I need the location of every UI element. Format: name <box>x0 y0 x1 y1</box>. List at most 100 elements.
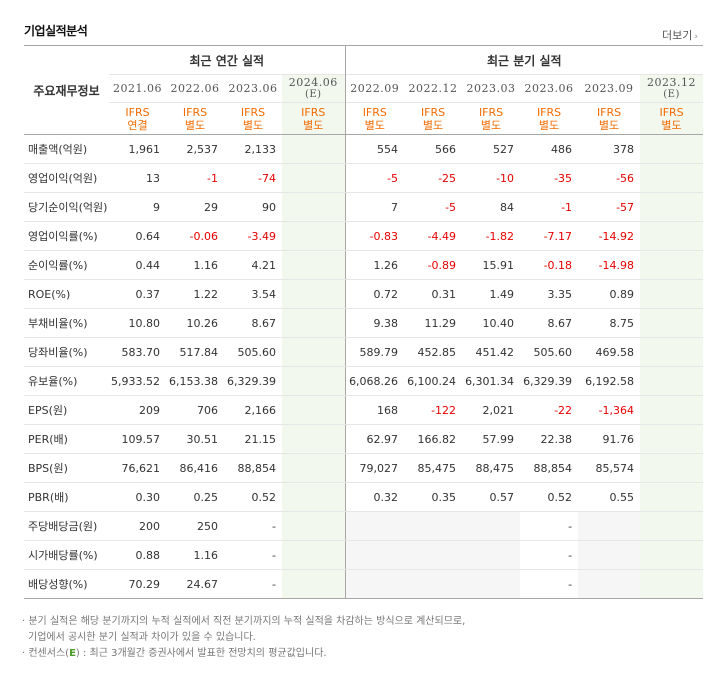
data-cell: 250 <box>166 511 224 541</box>
data-cell: -14.98 <box>578 250 641 280</box>
period-label: 2023.12 <box>647 75 697 89</box>
data-cell: 11.29 <box>404 308 463 338</box>
row-label: 영업이익률(%) <box>24 221 109 251</box>
data-cell: 168 <box>344 395 405 425</box>
data-cell: 0.52 <box>520 482 579 512</box>
data-cell: 554 <box>344 134 405 164</box>
data-cell: -1,364 <box>578 395 641 425</box>
data-cell: 2,133 <box>224 134 282 164</box>
report-standard: IFRS <box>125 105 150 119</box>
data-cell: 3.54 <box>224 279 282 309</box>
annual-group-header: 최근 연간 실적 <box>109 45 346 75</box>
table-corner-label: 주요재무정보 <box>24 45 109 135</box>
data-cell <box>282 482 346 512</box>
period-label: 2023.06 <box>228 82 278 95</box>
data-cell: 62.97 <box>344 424 405 454</box>
data-cell: - <box>520 511 579 541</box>
data-cell: 1,961 <box>109 134 166 164</box>
estimate-mark: (E) <box>663 88 680 100</box>
report-kind: 별도 <box>364 118 385 132</box>
data-cell: -56 <box>578 163 641 193</box>
data-cell: 0.35 <box>404 482 463 512</box>
row-label: 유보율(%) <box>24 366 109 396</box>
data-cell: 486 <box>520 134 579 164</box>
data-cell: 30.51 <box>166 424 224 454</box>
period-header: 2021.06 <box>109 74 166 103</box>
data-cell: 0.88 <box>109 540 166 570</box>
data-cell <box>462 569 521 599</box>
data-cell <box>404 511 463 541</box>
data-cell: 2,537 <box>166 134 224 164</box>
data-cell: 24.67 <box>166 569 224 599</box>
data-cell <box>640 337 704 367</box>
period-header: 2022.12 <box>404 74 463 103</box>
report-standard: IFRS <box>596 105 622 119</box>
report-kind: 별도 <box>538 118 560 132</box>
data-cell: 3.35 <box>520 279 579 309</box>
data-cell: 6,301.34 <box>462 366 521 396</box>
data-cell: 9 <box>109 192 166 222</box>
data-cell <box>640 395 704 425</box>
data-cell: 527 <box>462 134 521 164</box>
report-type-header: IFRS 별도 <box>282 102 346 135</box>
data-cell: 15.91 <box>462 250 521 280</box>
period-header: 2023.12 (E) <box>640 74 704 103</box>
data-cell: -122 <box>404 395 463 425</box>
report-type-header: IFRS 별도 <box>578 102 641 135</box>
data-cell: 84 <box>462 192 521 222</box>
report-kind: 별도 <box>422 118 444 132</box>
data-cell: 29 <box>166 192 224 222</box>
data-cell: -0.06 <box>166 221 224 251</box>
data-cell <box>282 453 346 483</box>
report-standard: IFRS <box>536 105 562 119</box>
report-standard: IFRS <box>182 105 208 119</box>
data-cell: 200 <box>109 511 166 541</box>
data-cell <box>640 366 704 396</box>
data-cell: 13 <box>109 163 166 193</box>
data-cell: 451.42 <box>462 337 521 367</box>
data-cell <box>282 221 346 251</box>
table-row: 시가배당률(%) 0.88 1.16- - <box>24 540 704 570</box>
data-cell: 0.37 <box>109 279 166 309</box>
data-cell: -5 <box>344 163 405 193</box>
more-link[interactable]: 더보기 › <box>662 27 698 43</box>
report-type-header: IFRS 별도 <box>462 102 521 135</box>
data-cell: 0.89 <box>578 279 641 309</box>
data-cell: 166.82 <box>404 424 463 454</box>
data-cell: 0.55 <box>578 482 641 512</box>
table-row: PBR(배) 0.30 0.25 0.52 0.32 0.35 0.57 0.52 0.55 <box>24 482 704 512</box>
report-kind: 별도 <box>598 118 620 132</box>
data-cell <box>640 221 704 251</box>
row-label: 당좌비율(%) <box>24 337 109 367</box>
data-cell: -0.89 <box>404 250 463 280</box>
data-cell: -3.49 <box>224 221 282 251</box>
data-cell: 79,027 <box>344 453 405 483</box>
data-cell: 6,068.26 <box>344 366 405 396</box>
data-cell: -1 <box>520 192 579 222</box>
row-label: 부채비율(%) <box>24 308 109 338</box>
data-cell: 8.67 <box>224 308 282 338</box>
data-cell: 0.32 <box>344 482 405 512</box>
data-cell: 2,166 <box>224 395 282 425</box>
period-header: 2023.09 <box>578 74 641 103</box>
data-cell <box>282 540 346 570</box>
data-cell: -1 <box>166 163 224 193</box>
data-cell: 85,475 <box>404 453 463 483</box>
data-cell: -25 <box>404 163 463 193</box>
data-cell: -7.17 <box>520 221 579 251</box>
report-standard: IFRS <box>659 105 684 119</box>
data-cell: 6,192.58 <box>578 366 641 396</box>
data-cell <box>282 337 346 367</box>
data-cell: 589.79 <box>344 337 405 367</box>
row-label: 시가배당률(%) <box>24 540 109 570</box>
more-label: 더보기 <box>662 29 693 42</box>
period-header: 2023.06 <box>520 74 579 103</box>
row-label: 당기순이익(억원) <box>24 192 109 222</box>
row-label: 영업이익(억원) <box>24 163 109 193</box>
data-cell: 90 <box>224 192 282 222</box>
data-cell <box>282 250 346 280</box>
data-cell <box>640 569 704 599</box>
data-cell <box>578 511 641 541</box>
row-label: 순이익률(%) <box>24 250 109 280</box>
data-cell: 1.16 <box>166 250 224 280</box>
